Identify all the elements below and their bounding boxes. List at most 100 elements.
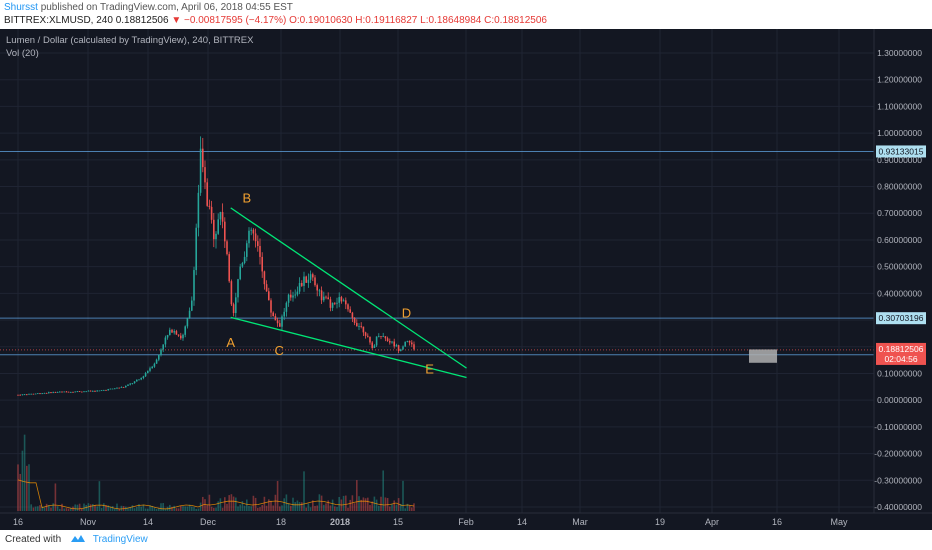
candle-body	[72, 391, 74, 393]
volume-bar	[39, 505, 41, 511]
candle-body	[279, 323, 281, 327]
target-zone-box	[749, 349, 777, 363]
candle-body	[45, 392, 48, 394]
y-tick-label: -0.40000000	[874, 502, 922, 512]
candle-body	[213, 219, 215, 240]
candle-body	[186, 317, 189, 327]
ohlc-high: H:0.19116827	[355, 15, 418, 26]
volume-bar	[360, 499, 362, 511]
volume-bar	[281, 505, 283, 511]
chart-frame[interactable]: 16 Nov 14 Dec 18 2018 15 Feb 14 Mar 19 Apr 16 May Lume…	[0, 29, 932, 530]
candle-body	[356, 322, 358, 327]
volume-bar	[252, 495, 255, 511]
candle-body	[34, 393, 37, 395]
candle-body	[338, 297, 340, 303]
candle-body	[270, 300, 272, 313]
volume-bar	[334, 506, 336, 511]
author-link[interactable]: Shursst	[4, 2, 38, 13]
candle-body	[125, 385, 127, 388]
volume-bar	[239, 504, 241, 511]
candle-body	[254, 233, 257, 242]
candle-body	[155, 359, 158, 364]
volume-bar	[358, 496, 360, 511]
x-tick-label: 18	[276, 517, 286, 527]
candle-body	[349, 309, 351, 313]
volume-bar	[162, 503, 164, 511]
candle-body	[411, 342, 413, 345]
symbol-line: BITTREX:XLMUSD, 240 0.18812506 ▼ −0.0081…	[4, 15, 547, 26]
candle-body	[37, 393, 39, 395]
candle-body	[386, 338, 389, 342]
candle-body	[138, 379, 140, 381]
volume-bar	[380, 496, 382, 511]
volume-bar	[221, 507, 224, 511]
candle-body	[265, 284, 268, 292]
candle-body	[393, 341, 395, 347]
candle-body	[351, 312, 354, 318]
y-tick-label: 0.80000000	[877, 182, 922, 192]
candle-body	[149, 368, 151, 371]
volume-bar	[301, 502, 303, 511]
candle-body	[23, 394, 26, 396]
volume-bar	[373, 496, 376, 511]
candle-body	[327, 297, 329, 300]
volume-bar	[215, 507, 217, 511]
candle-body	[276, 320, 279, 324]
volume-bar	[400, 503, 402, 511]
candle-body	[413, 344, 415, 350]
candle-body	[177, 334, 180, 336]
x-tick-label: May	[830, 517, 848, 527]
volume-bar	[173, 505, 175, 511]
volume-bar	[65, 508, 68, 511]
candle-body	[206, 182, 208, 206]
candle-body	[61, 391, 63, 393]
volume-bar	[147, 508, 149, 511]
volume-bar	[103, 503, 105, 511]
volume-bar	[30, 504, 32, 511]
candle-body	[296, 291, 299, 295]
volume-bar	[402, 480, 404, 511]
volume-label: Vol (20)	[6, 48, 39, 59]
volume-bar	[406, 503, 409, 511]
tradingview-brand[interactable]: TradingView	[92, 534, 148, 545]
candle-body	[362, 326, 365, 333]
candle-body	[248, 230, 250, 244]
candle-body	[367, 335, 369, 337]
volume-bar	[199, 502, 202, 511]
x-tick-label: 15	[393, 517, 403, 527]
candle-body	[406, 340, 409, 342]
candle-body	[272, 312, 274, 317]
volume-bar	[59, 508, 61, 511]
volume-bar	[312, 500, 314, 511]
candle-body	[389, 341, 391, 343]
volume-bar	[228, 495, 230, 511]
candle-body	[76, 391, 79, 393]
candle-body	[369, 336, 371, 343]
candle-body	[19, 394, 21, 396]
y-tick-label: -0.20000000	[874, 449, 922, 459]
candle-body	[89, 390, 92, 392]
volume-bar	[85, 505, 87, 511]
candle-body	[175, 331, 178, 335]
price-chart[interactable]: 16 Nov 14 Dec 18 2018 15 Feb 14 Mar 19 Apr 16 May Lume…	[0, 29, 932, 530]
volume-bar	[219, 498, 222, 511]
volume-bar	[309, 507, 312, 511]
candle-body	[151, 366, 153, 369]
x-tick-label: Feb	[458, 517, 474, 527]
volume-bar	[32, 507, 35, 511]
volume-bar	[195, 508, 197, 511]
candle-body	[153, 363, 156, 367]
candle-body	[408, 340, 411, 343]
volume-bar	[127, 507, 129, 511]
volume-bar	[74, 504, 76, 511]
candle-body	[43, 392, 46, 394]
volume-bar	[331, 499, 334, 511]
candle-body	[199, 148, 202, 193]
volume-bar	[395, 504, 398, 511]
candle-body	[96, 390, 98, 392]
volume-bar	[63, 508, 65, 511]
candle-body	[215, 233, 217, 240]
volume-bar	[158, 508, 160, 511]
candle-body	[160, 349, 162, 355]
volume-bar	[265, 505, 268, 511]
